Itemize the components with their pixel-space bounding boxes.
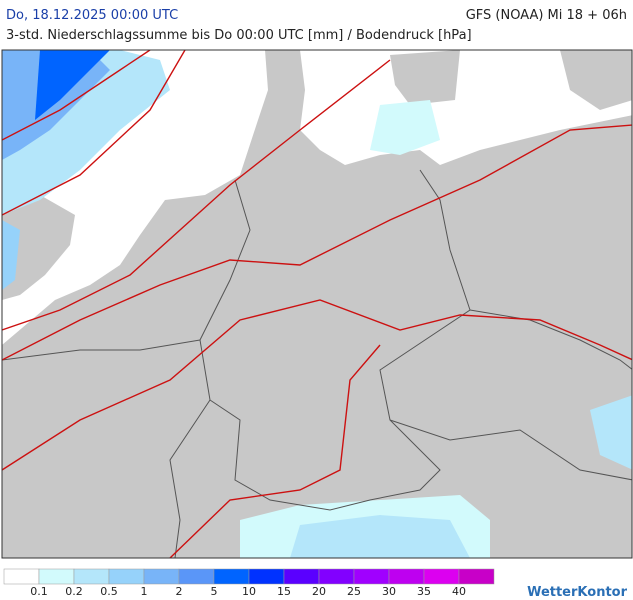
legend-label: 35 xyxy=(417,585,431,598)
legend-swatch xyxy=(108,568,145,585)
legend-label: 0.2 xyxy=(65,585,83,598)
legend-label: 0.5 xyxy=(100,585,118,598)
legend-swatch xyxy=(213,568,250,585)
legend-swatch xyxy=(3,568,40,585)
subtitle: 3-std. Niederschlagssumme bis Do 00:00 U… xyxy=(6,28,472,43)
legend-swatch xyxy=(178,568,215,585)
date: Do, 18.12.2025 00:00 UTC xyxy=(6,8,178,23)
legend-label: 25 xyxy=(347,585,361,598)
map xyxy=(1,49,633,559)
legend-label: 1 xyxy=(141,585,148,598)
legend-swatch xyxy=(423,568,460,585)
legend-label: 30 xyxy=(382,585,396,598)
legend-swatch xyxy=(353,568,390,585)
legend-label: 15 xyxy=(277,585,291,598)
legend-label: 2 xyxy=(176,585,183,598)
legend-swatch xyxy=(248,568,285,585)
legend-swatch xyxy=(143,568,180,585)
legend-label: 10 xyxy=(242,585,256,598)
legend-label: 40 xyxy=(452,585,466,598)
legend-swatch xyxy=(388,568,425,585)
legend-label: 20 xyxy=(312,585,326,598)
legend-swatch xyxy=(73,568,110,585)
legend-swatch xyxy=(38,568,75,585)
legend: 0.1 0.2 0.5 1 2 5 10 15 20 25 30 35 40 xyxy=(3,568,495,598)
legend-label: 5 xyxy=(211,585,218,598)
legend-label: 0.1 xyxy=(30,585,48,598)
model: GFS (NOAA) Mi 18 + 06h xyxy=(466,8,627,23)
legend-swatch xyxy=(458,568,495,585)
brand: WetterKontor xyxy=(527,585,628,600)
legend-swatch xyxy=(283,568,320,585)
legend-swatch xyxy=(318,568,355,585)
